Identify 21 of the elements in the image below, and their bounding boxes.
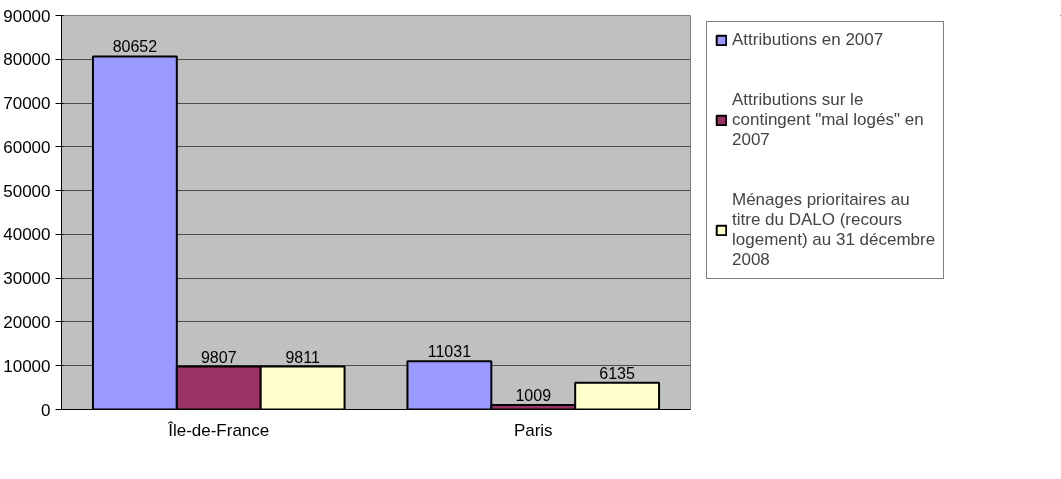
data-label: 9811 [285, 348, 320, 366]
data-label: 1009 [515, 387, 552, 405]
legend-label: Attributions en 2007 [732, 30, 884, 50]
y-tick-label: 40000 [3, 225, 51, 245]
y-tick-label: 10000 [3, 356, 51, 376]
y-tick-label: 70000 [3, 94, 51, 114]
x-tick-label: Île-de-France [167, 420, 270, 440]
x-tick-label: Paris [513, 420, 553, 440]
y-tick-label: 60000 [3, 137, 51, 157]
data-label: 80652 [112, 38, 158, 56]
y-tick-label: 20000 [3, 312, 51, 332]
data-label: 6135 [599, 364, 636, 382]
legend-label: Ménages prioritaires au titre du DALO (recours logement) au 31 décembre 2008 [732, 190, 936, 270]
y-tick-label: 90000 [3, 6, 51, 26]
y-tick-label: 0 [41, 400, 51, 420]
y-tick-label: 50000 [3, 181, 51, 201]
data-label: 11031 [427, 343, 472, 361]
y-tick-label: 80000 [3, 50, 51, 70]
data-label: 9807 [200, 348, 237, 366]
legend-label: Attributions sur le contingent "mal logés" en 2007 [732, 90, 924, 150]
y-tick-label: 30000 [3, 269, 51, 289]
